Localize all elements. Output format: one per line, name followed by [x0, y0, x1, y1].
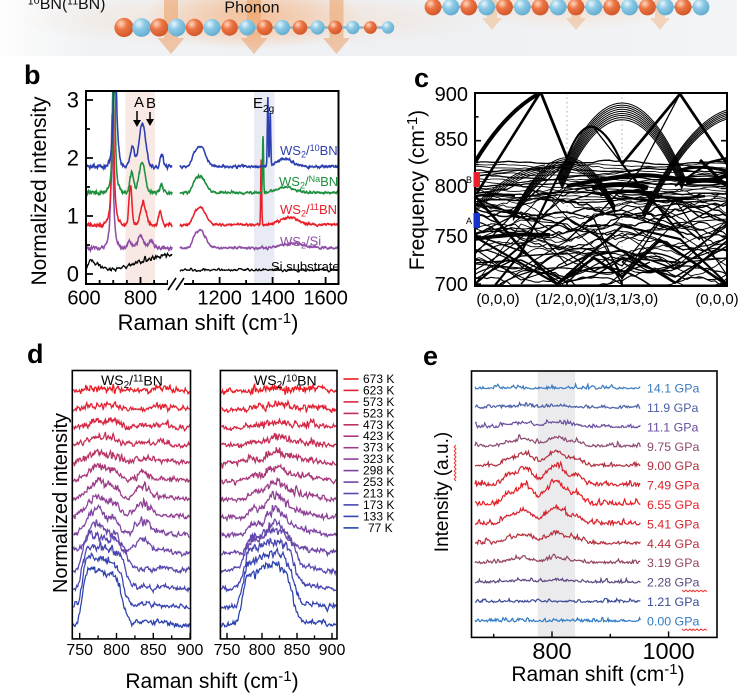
svg-text:14.1 GPa: 14.1 GPa: [647, 382, 699, 396]
svg-text:WS2/NaBN: WS2/NaBN: [279, 174, 338, 191]
svg-text:1200: 1200: [197, 288, 242, 310]
svg-text:750: 750: [66, 642, 93, 659]
svg-text:1400: 1400: [250, 288, 295, 310]
svg-text:1.21 GPa: 1.21 GPa: [647, 595, 699, 609]
svg-text:800: 800: [124, 288, 157, 310]
svg-text:850: 850: [140, 642, 167, 659]
svg-text:Normalized intensity: Normalized intensity: [28, 96, 51, 286]
svg-text:1000: 1000: [642, 638, 694, 664]
svg-text:B: B: [466, 175, 472, 185]
svg-text:A: A: [134, 94, 144, 111]
svg-text:WS2/Si: WS2/Si: [280, 234, 321, 251]
svg-text:WS2/11BN: WS2/11BN: [280, 202, 337, 219]
svg-text:850: 850: [284, 642, 311, 659]
svg-text:700: 700: [435, 274, 468, 296]
svg-text:WS2/10BN: WS2/10BN: [254, 372, 317, 391]
svg-text:A: A: [466, 216, 472, 226]
svg-text:573 K: 573 K: [363, 395, 394, 409]
svg-text:0: 0: [67, 262, 79, 287]
svg-text:2: 2: [67, 146, 79, 171]
svg-text:WS2/10BN: WS2/10BN: [280, 143, 338, 160]
svg-text:133 K: 133 K: [363, 509, 394, 523]
svg-text:3: 3: [67, 88, 79, 113]
svg-text:373 K: 373 K: [363, 441, 394, 455]
svg-text:298 K: 298 K: [363, 464, 394, 478]
svg-text:850: 850: [435, 129, 468, 151]
svg-text:7.49 GPa: 7.49 GPa: [647, 479, 699, 493]
svg-text:(1/2,0,0): (1/2,0,0): [535, 291, 591, 308]
svg-text:523 K: 523 K: [363, 406, 394, 420]
svg-text:473 K: 473 K: [363, 418, 394, 432]
svg-text:800: 800: [103, 642, 130, 659]
svg-text:Normalized intensity: Normalized intensity: [50, 413, 72, 593]
svg-text:Phonon: Phonon: [224, 0, 279, 17]
svg-text:1: 1: [67, 204, 79, 229]
svg-text:253 K: 253 K: [363, 475, 394, 489]
svg-text:6.55 GPa: 6.55 GPa: [647, 498, 699, 512]
svg-text:900: 900: [177, 642, 204, 659]
svg-text:Frequency (cm-1): Frequency (cm-1): [404, 110, 429, 270]
svg-text:1600: 1600: [303, 288, 348, 310]
svg-text:Raman shift (cm-1): Raman shift (cm-1): [118, 310, 299, 335]
svg-text:673 K: 673 K: [363, 372, 394, 386]
svg-text:423 K: 423 K: [363, 429, 394, 443]
svg-text:323 K: 323 K: [363, 452, 394, 466]
svg-text:5.41 GPa: 5.41 GPa: [647, 517, 699, 531]
svg-text:3.19 GPa: 3.19 GPa: [647, 556, 699, 570]
svg-text:800: 800: [249, 642, 276, 659]
svg-text:900: 900: [319, 642, 346, 659]
svg-text:Si substrate: Si substrate: [271, 259, 340, 274]
svg-text:Raman shift (cm-1): Raman shift (cm-1): [125, 668, 298, 693]
svg-text:900: 900: [435, 84, 468, 106]
svg-text:600: 600: [67, 288, 100, 310]
svg-text:9.00 GPa: 9.00 GPa: [647, 459, 699, 473]
svg-text:750: 750: [214, 642, 241, 659]
svg-text:B: B: [146, 95, 156, 112]
svg-text:(1/3,1/3,0): (1/3,1/3,0): [590, 291, 658, 308]
svg-text:0.00 GPa: 0.00 GPa: [647, 614, 699, 628]
svg-text:WS2/11BN: WS2/11BN: [101, 372, 163, 391]
svg-text:(0,0,0): (0,0,0): [695, 291, 738, 308]
svg-text:11.1 GPa: 11.1 GPa: [647, 420, 699, 434]
svg-text:(0,0,0): (0,0,0): [476, 291, 519, 308]
svg-text:213 K: 213 K: [363, 487, 394, 501]
svg-text:11.9 GPa: 11.9 GPa: [647, 401, 699, 415]
svg-text:2.28 GPa: 2.28 GPa: [647, 576, 699, 590]
svg-text:Intensity (a.u.): Intensity (a.u.): [432, 432, 453, 552]
svg-text:800: 800: [435, 176, 468, 198]
svg-text:173 K: 173 K: [363, 498, 394, 512]
svg-text:¹⁰BN(¹¹BN): ¹⁰BN(¹¹BN): [28, 0, 106, 13]
svg-text:Raman shift (cm-1): Raman shift (cm-1): [511, 661, 684, 686]
svg-text:623 K: 623 K: [363, 383, 394, 397]
svg-text:77 K: 77 K: [368, 521, 393, 535]
svg-text:750: 750: [435, 226, 468, 248]
svg-text:800: 800: [532, 638, 571, 664]
svg-text:9.75 GPa: 9.75 GPa: [647, 440, 699, 454]
svg-text:4.44 GPa: 4.44 GPa: [647, 537, 699, 551]
